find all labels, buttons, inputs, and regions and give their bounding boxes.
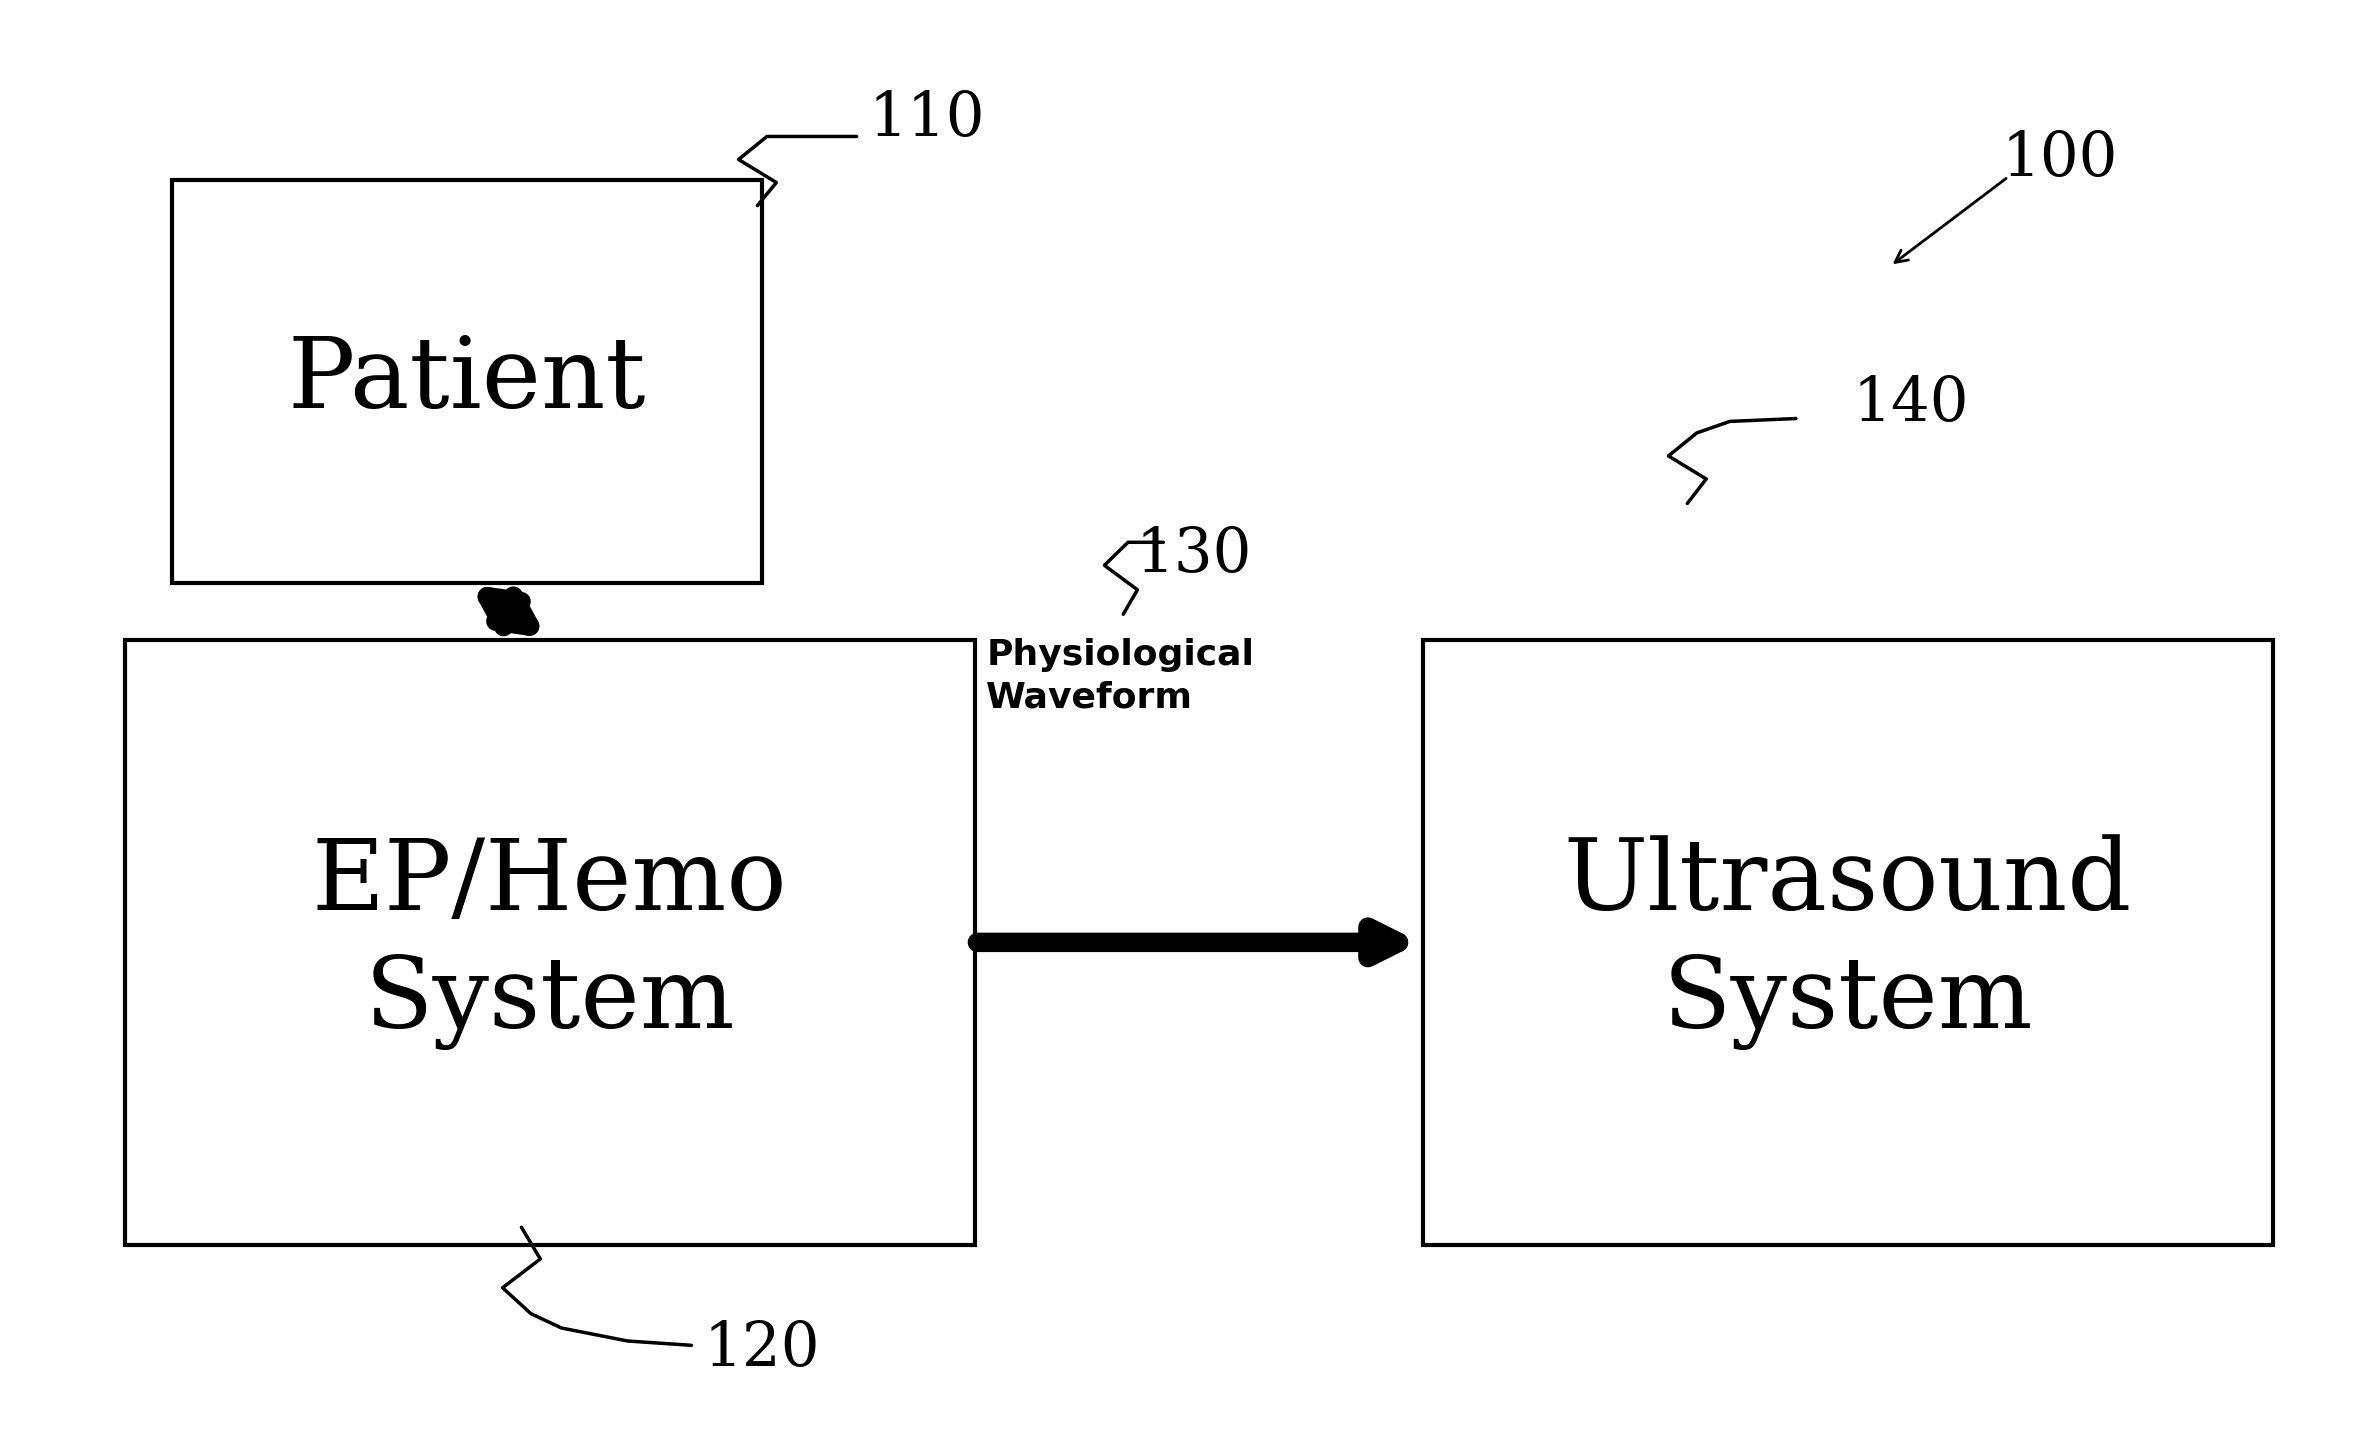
Text: Patient: Patient [287,333,646,429]
Text: 130: 130 [1135,525,1251,584]
Text: 100: 100 [2001,128,2118,187]
Bar [1422,641,2272,1245]
Bar [173,180,762,583]
Text: Physiological
Waveform: Physiological Waveform [985,638,1253,715]
Bar [126,641,976,1245]
Text: Ultrasound
System: Ultrasound System [1564,835,2132,1051]
Text: 140: 140 [1852,373,1968,433]
Text: 110: 110 [869,87,985,148]
Text: EP/Hemo
System: EP/Hemo System [311,835,788,1051]
Text: 120: 120 [703,1318,819,1379]
